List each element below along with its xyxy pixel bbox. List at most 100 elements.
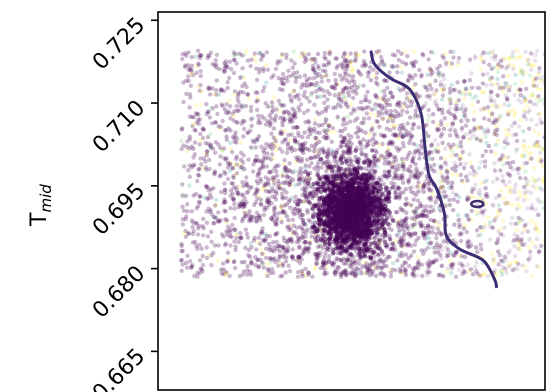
- scatter-point: [397, 253, 402, 259]
- scatter-point: [478, 225, 483, 230]
- scatter-point: [220, 118, 225, 124]
- scatter-point: [261, 212, 267, 218]
- scatter-point: [293, 79, 298, 84]
- scatter-point: [427, 241, 433, 246]
- scatter-point: [193, 220, 199, 226]
- scatter-point: [508, 165, 513, 170]
- scatter-point: [193, 111, 199, 116]
- scatter-point: [442, 116, 447, 121]
- scatter-point: [358, 254, 363, 259]
- scatter-point: [378, 271, 383, 277]
- scatter-point: [263, 182, 268, 187]
- scatter-point: [374, 243, 379, 248]
- scatter-point: [230, 222, 235, 228]
- scatter-point: [537, 98, 542, 104]
- scatter-point: [352, 118, 358, 123]
- scatter-point: [346, 93, 352, 99]
- scatter-point: [503, 200, 509, 205]
- scatter-point: [501, 218, 506, 224]
- scatter-point: [329, 260, 334, 266]
- scatter-point: [441, 55, 446, 61]
- scatter-point: [432, 101, 437, 106]
- scatter-point: [393, 190, 398, 195]
- scatter-point: [496, 249, 501, 254]
- scatter-point: [208, 145, 214, 150]
- scatter-point: [382, 161, 387, 166]
- scatter-point: [433, 92, 438, 97]
- scatter-point: [534, 96, 539, 101]
- scatter-point: [227, 161, 233, 166]
- scatter-point: [474, 209, 479, 214]
- scatter-point: [488, 149, 494, 154]
- scatter-point: [506, 127, 512, 133]
- scatter-point: [385, 119, 391, 124]
- scatter-point: [390, 65, 395, 70]
- scatter-point: [332, 155, 337, 160]
- scatter-point: [466, 195, 471, 201]
- scatter-point: [248, 63, 253, 69]
- scatter-point: [467, 78, 472, 83]
- scatter-point: [425, 270, 430, 275]
- scatter-point: [219, 87, 224, 93]
- scatter-point: [312, 102, 317, 108]
- scatter-point: [368, 65, 373, 70]
- scatter-point: [277, 115, 283, 121]
- scatter-point: [265, 151, 270, 156]
- scatter-point: [390, 119, 395, 124]
- scatter-point: [371, 73, 377, 79]
- scatter-point: [333, 82, 339, 87]
- scatter-point: [250, 115, 255, 121]
- scatter-point: [428, 195, 433, 201]
- scatter-point: [185, 265, 190, 270]
- scatter-point: [330, 148, 335, 153]
- scatter-point: [232, 201, 237, 207]
- scatter-point: [414, 166, 419, 171]
- scatter-point: [524, 160, 529, 166]
- scatter-point: [312, 203, 317, 208]
- scatter-point: [421, 234, 426, 240]
- scatter-point: [263, 188, 269, 194]
- scatter-point: [401, 144, 406, 149]
- scatter-point: [319, 165, 324, 170]
- scatter-point: [204, 153, 209, 158]
- scatter-point: [411, 190, 416, 195]
- scatter-point: [281, 254, 286, 260]
- scatter-point: [492, 81, 498, 87]
- scatter-point: [428, 197, 434, 203]
- scatter-point: [462, 254, 468, 260]
- scatter-point: [521, 153, 527, 159]
- scatter-point: [180, 217, 185, 222]
- scatter-point: [495, 209, 500, 214]
- scatter-point: [327, 130, 333, 135]
- scatter-point: [524, 116, 529, 122]
- scatter-point: [237, 274, 243, 279]
- scatter-point: [352, 273, 357, 278]
- scatter-point: [284, 248, 290, 253]
- scatter-point: [264, 233, 270, 238]
- scatter-point: [423, 178, 428, 184]
- scatter-point: [341, 116, 347, 121]
- scatter-point: [434, 235, 439, 241]
- scatter-point: [427, 96, 433, 101]
- scatter-point: [204, 220, 210, 225]
- scatter-point: [316, 151, 322, 156]
- scatter-point: [195, 274, 200, 279]
- scatter-point: [461, 165, 467, 171]
- scatter-point: [489, 251, 495, 256]
- scatter-point: [374, 95, 380, 100]
- scatter-point: [515, 235, 520, 240]
- scatter-point: [451, 207, 456, 213]
- scatter-point: [312, 121, 318, 126]
- scatter-point: [415, 189, 421, 195]
- scatter-point: [307, 200, 312, 205]
- scatter-point: [425, 261, 430, 266]
- scatter-point: [537, 199, 542, 204]
- scatter-point: [232, 227, 238, 232]
- scatter-point: [399, 51, 404, 56]
- scatter-point: [405, 104, 410, 109]
- scatter-point: [227, 168, 232, 174]
- scatter-point: [391, 64, 396, 69]
- scatter-point: [365, 89, 370, 95]
- scatter-point: [412, 114, 418, 119]
- scatter-point: [454, 103, 459, 108]
